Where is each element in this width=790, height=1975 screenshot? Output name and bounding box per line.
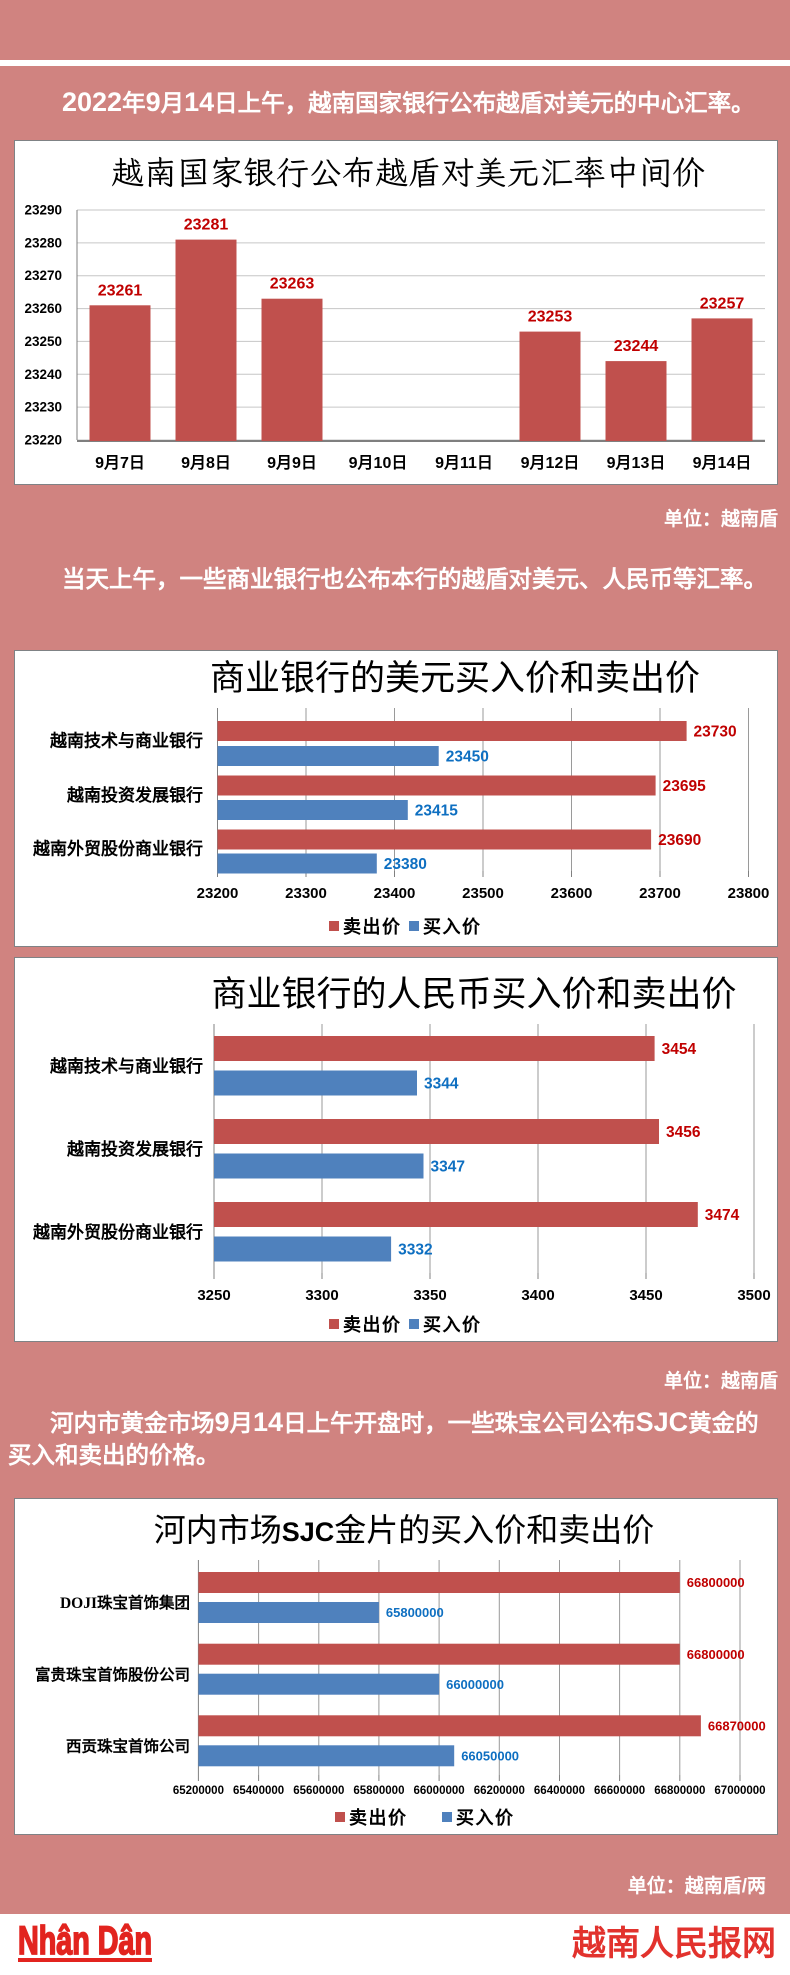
svg-text:越南技术与商业银行: 越南技术与商业银行 xyxy=(49,1056,203,1076)
svg-text:23281: 23281 xyxy=(184,217,229,234)
svg-text:商业银行的人民币买入价和卖出价: 商业银行的人民币买入价和卖出价 xyxy=(211,975,736,1014)
svg-text:23700: 23700 xyxy=(639,885,681,902)
svg-text:23253: 23253 xyxy=(528,309,573,326)
svg-text:商业银行的美元买入价和卖出价: 商业银行的美元买入价和卖出价 xyxy=(210,659,700,698)
svg-text:3400: 3400 xyxy=(521,1287,554,1304)
svg-text:65200000: 65200000 xyxy=(173,1785,224,1797)
svg-text:23250: 23250 xyxy=(24,334,62,349)
svg-text:9月10日: 9月10日 xyxy=(349,454,408,472)
svg-text:3450: 3450 xyxy=(629,1287,662,1304)
svg-text:越南投资发展银行: 越南投资发展银行 xyxy=(66,1139,203,1159)
svg-text:23244: 23244 xyxy=(614,338,659,355)
svg-text:9月14日: 9月14日 xyxy=(693,454,752,472)
svg-text:66600000: 66600000 xyxy=(594,1785,645,1797)
svg-text:65800000: 65800000 xyxy=(386,1605,444,1620)
svg-text:23220: 23220 xyxy=(24,433,62,448)
svg-text:越南外贸股份商业银行: 越南外贸股份商业银行 xyxy=(32,839,203,859)
svg-text:卖出价: 卖出价 xyxy=(343,1314,402,1335)
svg-text:买入价: 买入价 xyxy=(423,1315,482,1335)
svg-text:23500: 23500 xyxy=(462,885,504,902)
svg-text:23695: 23695 xyxy=(663,778,706,795)
svg-text:越南国家银行公布越盾对美元汇率中间价: 越南国家银行公布越盾对美元汇率中间价 xyxy=(111,151,705,194)
svg-text:23261: 23261 xyxy=(98,282,143,299)
svg-text:越南技术与商业银行: 越南技术与商业银行 xyxy=(49,731,203,751)
svg-text:9月9日: 9月9日 xyxy=(267,454,317,472)
svg-text:66000000: 66000000 xyxy=(446,1677,504,1692)
svg-text:3347: 3347 xyxy=(431,1159,465,1176)
svg-text:23257: 23257 xyxy=(700,295,745,312)
svg-text:河内市场SJC金片的买入价和卖出价: 河内市场SJC金片的买入价和卖出价 xyxy=(154,1512,655,1548)
svg-text:65400000: 65400000 xyxy=(233,1785,284,1797)
svg-text:23415: 23415 xyxy=(415,803,458,820)
svg-text:9月11日: 9月11日 xyxy=(435,454,493,472)
svg-text:9月8日: 9月8日 xyxy=(181,454,231,472)
svg-text:23230: 23230 xyxy=(24,400,62,415)
svg-text:23690: 23690 xyxy=(658,832,701,849)
svg-text:65800000: 65800000 xyxy=(353,1785,404,1797)
svg-text:9月13日: 9月13日 xyxy=(607,454,666,472)
svg-text:66800000: 66800000 xyxy=(687,1647,745,1662)
svg-text:23270: 23270 xyxy=(24,268,62,283)
svg-text:越南外贸股份商业银行: 越南外贸股份商业银行 xyxy=(32,1222,203,1242)
svg-text:66050000: 66050000 xyxy=(461,1749,519,1764)
svg-text:3332: 3332 xyxy=(398,1242,432,1259)
svg-text:67000000: 67000000 xyxy=(714,1785,765,1797)
svg-text:23730: 23730 xyxy=(694,724,737,741)
svg-text:23800: 23800 xyxy=(728,885,770,902)
svg-text:23290: 23290 xyxy=(24,203,62,218)
svg-text:3350: 3350 xyxy=(413,1287,446,1304)
svg-text:3300: 3300 xyxy=(305,1287,338,1304)
svg-text:DOJI珠宝首饰集团: DOJI珠宝首饰集团 xyxy=(60,1593,190,1612)
svg-text:66000000: 66000000 xyxy=(414,1785,465,1797)
svg-text:西贡珠宝首饰公司: 西贡珠宝首饰公司 xyxy=(66,1736,190,1755)
svg-text:23400: 23400 xyxy=(374,885,416,902)
svg-text:卖出价: 卖出价 xyxy=(349,1807,408,1828)
svg-text:9月7日: 9月7日 xyxy=(95,454,145,472)
svg-text:3454: 3454 xyxy=(662,1041,697,1058)
svg-text:3250: 3250 xyxy=(197,1287,230,1304)
svg-text:66800000: 66800000 xyxy=(687,1575,745,1590)
svg-text:越南投资发展银行: 越南投资发展银行 xyxy=(66,785,203,805)
svg-text:66200000: 66200000 xyxy=(474,1785,525,1797)
svg-text:66400000: 66400000 xyxy=(534,1785,585,1797)
svg-text:23200: 23200 xyxy=(197,885,239,902)
svg-text:66870000: 66870000 xyxy=(708,1719,766,1734)
svg-text:23300: 23300 xyxy=(285,885,327,902)
svg-text:3500: 3500 xyxy=(737,1287,770,1304)
svg-text:9月12日: 9月12日 xyxy=(521,454,580,472)
svg-text:富贵珠宝首饰股份公司: 富贵珠宝首饰股份公司 xyxy=(35,1665,190,1684)
svg-text:65600000: 65600000 xyxy=(293,1785,344,1797)
svg-text:66800000: 66800000 xyxy=(654,1785,705,1797)
svg-text:23450: 23450 xyxy=(446,749,489,766)
svg-text:3344: 3344 xyxy=(424,1076,459,1093)
svg-text:23240: 23240 xyxy=(24,367,62,382)
svg-text:卖出价: 卖出价 xyxy=(343,916,402,937)
svg-text:3474: 3474 xyxy=(705,1207,740,1224)
svg-text:买入价: 买入价 xyxy=(423,917,482,937)
svg-text:3456: 3456 xyxy=(666,1124,701,1141)
svg-text:23260: 23260 xyxy=(24,301,62,316)
svg-text:23600: 23600 xyxy=(551,885,593,902)
svg-text:23280: 23280 xyxy=(24,235,62,250)
svg-text:23380: 23380 xyxy=(384,856,427,873)
svg-text:23263: 23263 xyxy=(270,276,315,293)
svg-text:买入价: 买入价 xyxy=(456,1808,515,1828)
